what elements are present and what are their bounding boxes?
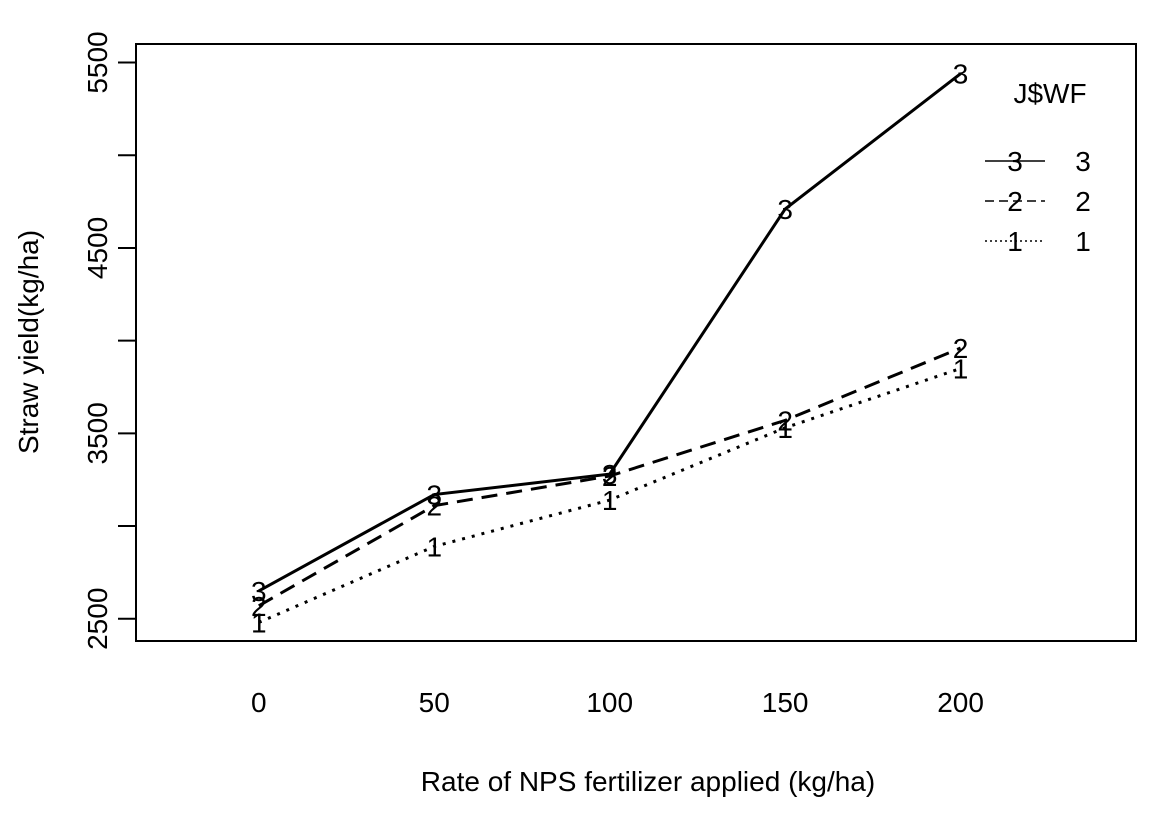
series-line xyxy=(258,367,962,624)
y-axis-title: Straw yield(kg/ha) xyxy=(13,230,44,454)
legend-symbol: 2 xyxy=(1007,186,1023,217)
point-label: 2 xyxy=(777,405,793,436)
y-tick-label: 4500 xyxy=(82,217,113,279)
point-label: 2 xyxy=(953,333,969,364)
x-tick-label: 100 xyxy=(586,687,633,718)
legend-label: 2 xyxy=(1075,186,1091,217)
y-tick-label: 3500 xyxy=(82,402,113,464)
y-axis: 2500 3500 4500 5500 xyxy=(82,31,137,650)
point-label: 1 xyxy=(426,531,442,562)
point-label: 3 xyxy=(953,59,969,90)
plot-frame xyxy=(135,43,1137,642)
legend-symbol: 1 xyxy=(1007,226,1023,257)
point-label: 3 xyxy=(777,194,793,225)
point-label: 1 xyxy=(602,485,618,516)
point-label: 1 xyxy=(953,353,969,384)
point-label: 2 xyxy=(602,461,618,492)
x-tick-label: 50 xyxy=(419,687,450,718)
series-line xyxy=(258,346,962,608)
x-tick-label: 150 xyxy=(762,687,809,718)
legend: J$WF 3 32 21 1 xyxy=(985,78,1091,257)
point-label: 3 xyxy=(251,576,267,607)
y-tick-label: 2500 xyxy=(82,588,113,650)
legend-label: 1 xyxy=(1075,226,1091,257)
series-2: 2 2 2 2 2 xyxy=(251,333,968,622)
legend-label: 3 xyxy=(1075,146,1091,177)
point-label: 2 xyxy=(426,491,442,522)
point-label: 2 xyxy=(251,591,267,622)
legend-title: J$WF xyxy=(1013,78,1086,109)
x-axis: 0 50 100 150 200 xyxy=(251,687,984,718)
x-axis-title: Rate of NPS fertilizer applied (kg/ha) xyxy=(421,766,875,797)
legend-symbol: 3 xyxy=(1007,146,1023,177)
series-1: 1 1 1 1 1 xyxy=(251,353,968,638)
x-tick-label: 0 xyxy=(251,687,267,718)
point-label: 1 xyxy=(777,413,793,444)
point-label: 1 xyxy=(251,607,267,638)
point-label: 3 xyxy=(426,480,442,511)
y-tick-label: 5500 xyxy=(82,31,113,93)
series-line xyxy=(258,72,962,593)
x-tick-label: 200 xyxy=(937,687,984,718)
